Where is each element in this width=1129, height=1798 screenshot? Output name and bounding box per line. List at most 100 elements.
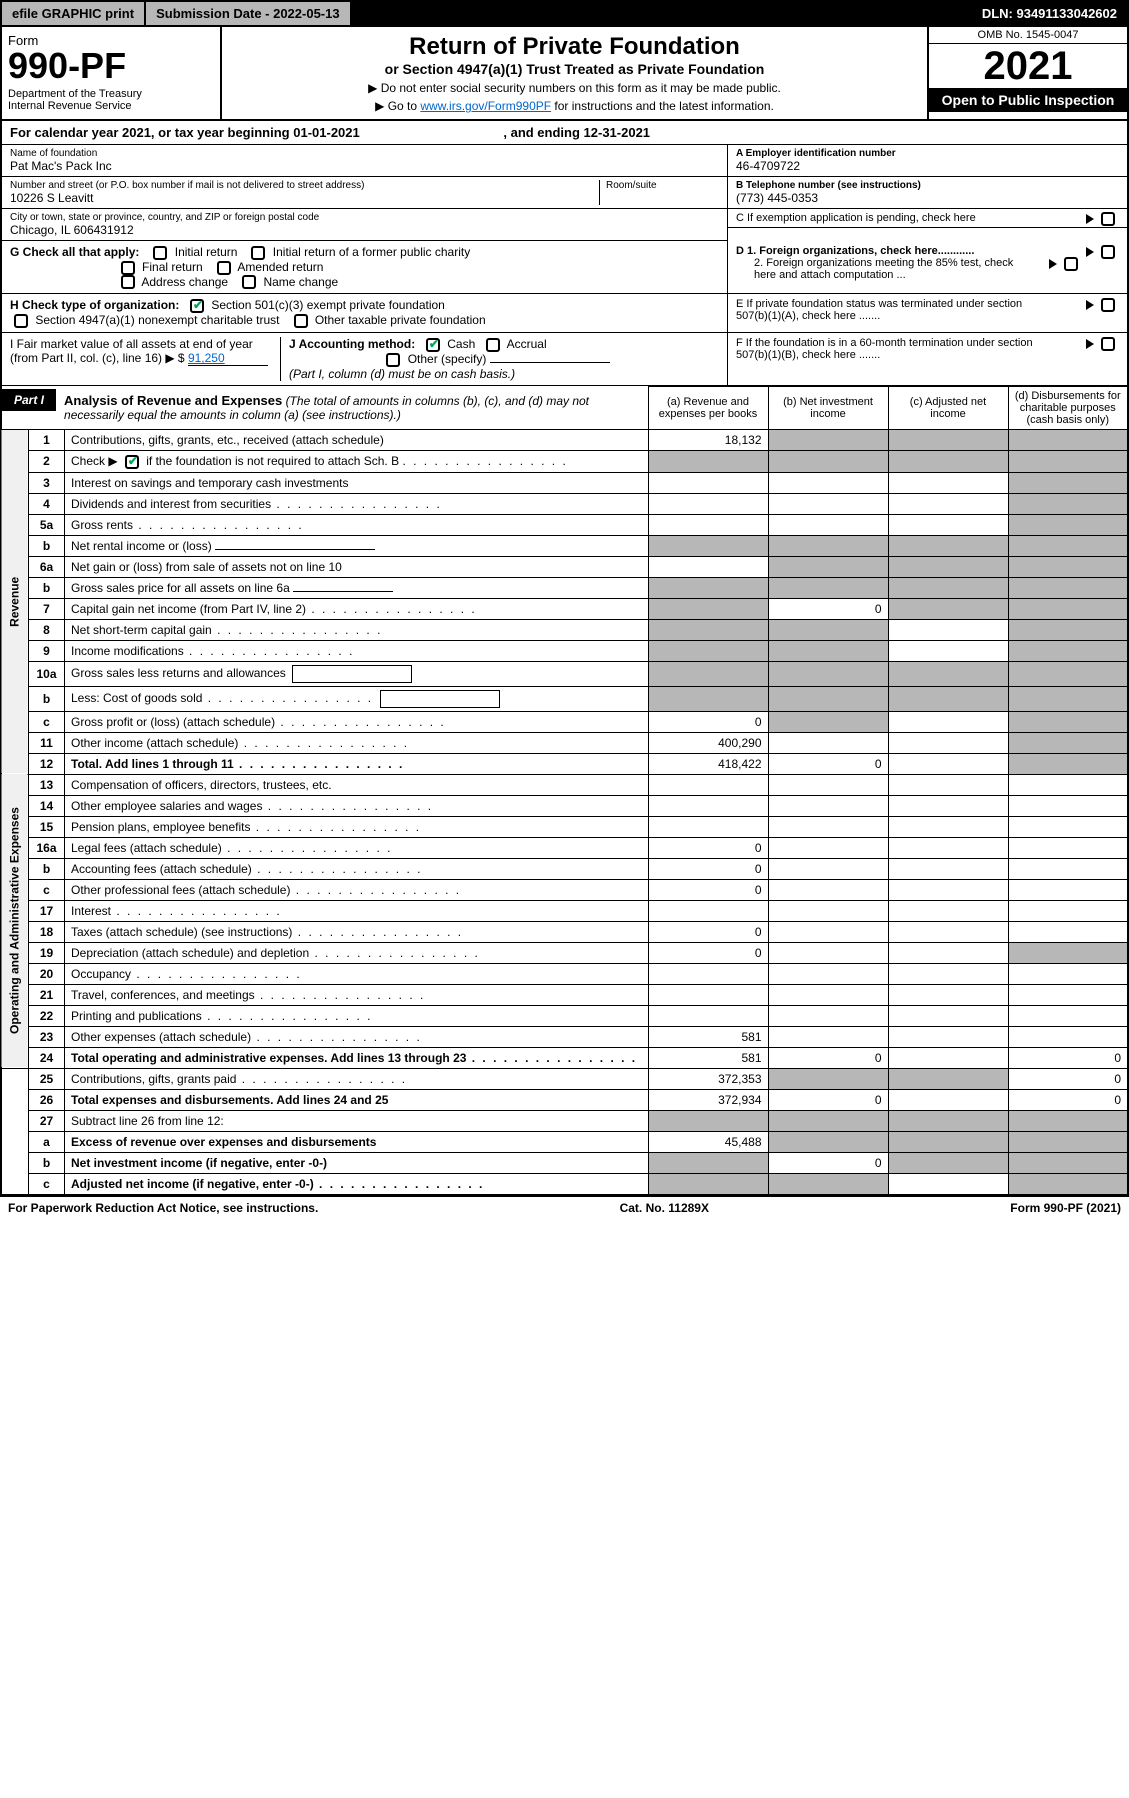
amt-c <box>888 493 1008 514</box>
e-checkbox[interactable] <box>1101 298 1115 312</box>
line-no: 27 <box>29 1110 65 1131</box>
line-no: 8 <box>29 619 65 640</box>
line-no: c <box>29 711 65 732</box>
line-desc: Gross sales less returns and allowances <box>65 661 649 686</box>
amt-b <box>768 556 888 577</box>
form-header: Form 990-PF Department of the Treasury I… <box>0 27 1129 121</box>
d1-checkbox[interactable] <box>1101 245 1115 259</box>
addr-cell: Number and street (or P.O. box number if… <box>2 177 727 209</box>
g-amended-checkbox[interactable] <box>217 261 231 275</box>
amt-b <box>768 535 888 556</box>
line-desc: Adjusted net income (if negative, enter … <box>65 1173 649 1195</box>
h-row: H Check type of organization: Section 50… <box>2 294 727 333</box>
table-row: 24Total operating and administrative exp… <box>1 1047 1128 1068</box>
foundation-addr: 10226 S Leavitt <box>10 191 599 205</box>
form-number: 990-PF <box>8 48 214 84</box>
i-value[interactable]: 91,250 <box>188 351 268 366</box>
amt-d <box>1008 879 1128 900</box>
amt-d <box>1008 686 1128 711</box>
j-note: (Part I, column (d) must be on cash basi… <box>289 367 515 381</box>
amt-a: 45,488 <box>648 1131 768 1152</box>
d1-label: D 1. Foreign organizations, check here..… <box>736 245 974 257</box>
col-d-header: (d) Disbursements for charitable purpose… <box>1008 386 1128 429</box>
line-desc: Net gain or (loss) from sale of assets n… <box>65 556 649 577</box>
amt-c <box>888 598 1008 619</box>
amt-a: 0 <box>648 942 768 963</box>
page-footer: For Paperwork Reduction Act Notice, see … <box>0 1196 1129 1219</box>
line-no: 13 <box>29 774 65 795</box>
l6b-text: Gross sales price for all assets on line… <box>71 581 290 595</box>
header-mid: Return of Private Foundation or Section … <box>222 27 927 119</box>
line-desc: Subtract line 26 from line 12: <box>65 1110 649 1131</box>
table-row: 26Total expenses and disbursements. Add … <box>1 1089 1128 1110</box>
f-checkbox[interactable] <box>1101 337 1115 351</box>
amt-c <box>888 900 1008 921</box>
line-desc: Total. Add lines 1 through 11 <box>65 753 649 774</box>
line-no: 15 <box>29 816 65 837</box>
d2-checkbox[interactable] <box>1064 257 1078 271</box>
city-label: City or town, state or province, country… <box>10 212 719 223</box>
submission-date: Submission Date - 2022-05-13 <box>146 2 350 25</box>
l10b-box <box>380 690 500 708</box>
amt-b <box>768 879 888 900</box>
omb-number: OMB No. 1545-0047 <box>929 27 1127 44</box>
line-desc: Other professional fees (attach schedule… <box>65 879 649 900</box>
line-no: 17 <box>29 900 65 921</box>
amt-a: 372,934 <box>648 1089 768 1110</box>
amt-c <box>888 1152 1008 1173</box>
j-label: J Accounting method: <box>289 337 415 351</box>
l10b-text: Less: Cost of goods sold <box>71 691 373 705</box>
line-no: 10a <box>29 661 65 686</box>
table-row: 16aLegal fees (attach schedule)0 <box>1 837 1128 858</box>
j-cash-checkbox[interactable] <box>426 338 440 352</box>
line-desc: Dividends and interest from securities <box>65 493 649 514</box>
line-desc: Contributions, gifts, grants paid <box>65 1068 649 1089</box>
h-other-checkbox[interactable] <box>294 314 308 328</box>
amt-b: 0 <box>768 1152 888 1173</box>
amt-d <box>1008 493 1128 514</box>
g-name-checkbox[interactable] <box>242 275 256 289</box>
amt-d <box>1008 837 1128 858</box>
amt-c <box>888 942 1008 963</box>
amt-d <box>1008 661 1128 686</box>
ein-cell: A Employer identification number 46-4709… <box>728 145 1127 177</box>
line-no: b <box>29 1152 65 1173</box>
amt-a: 400,290 <box>648 732 768 753</box>
h-501c3-checkbox[interactable] <box>190 299 204 313</box>
efile-print-button[interactable]: efile GRAPHIC print <box>2 2 146 25</box>
line-desc: Contributions, gifts, grants, etc., rece… <box>65 429 649 450</box>
line-desc: Net investment income (if negative, ente… <box>65 1152 649 1173</box>
g-final-checkbox[interactable] <box>121 261 135 275</box>
amt-c <box>888 858 1008 879</box>
amt-a <box>648 795 768 816</box>
j-accrual-checkbox[interactable] <box>486 338 500 352</box>
amt-c <box>888 711 1008 732</box>
amt-a <box>648 1110 768 1131</box>
amt-a <box>648 493 768 514</box>
l2-checkbox[interactable] <box>125 455 139 469</box>
table-row: 22Printing and publications <box>1 1005 1128 1026</box>
amt-c <box>888 879 1008 900</box>
amt-d <box>1008 732 1128 753</box>
h-4947-checkbox[interactable] <box>14 314 28 328</box>
check-area: G Check all that apply: Initial return I… <box>0 241 1129 386</box>
g-address-checkbox[interactable] <box>121 275 135 289</box>
line-no: 18 <box>29 921 65 942</box>
g-initial-checkbox[interactable] <box>153 246 167 260</box>
line-desc: Less: Cost of goods sold <box>65 686 649 711</box>
line-desc: Gross rents <box>65 514 649 535</box>
g-initial-former-checkbox[interactable] <box>251 246 265 260</box>
line-no: 26 <box>29 1089 65 1110</box>
amt-a <box>648 1152 768 1173</box>
c-checkbox[interactable] <box>1101 212 1115 226</box>
info-block: Name of foundation Pat Mac's Pack Inc Nu… <box>0 145 1129 241</box>
line-no: 19 <box>29 942 65 963</box>
l2-post: if the foundation is not required to att… <box>146 454 399 468</box>
line-no: b <box>29 535 65 556</box>
amt-a: 0 <box>648 858 768 879</box>
amt-a: 0 <box>648 711 768 732</box>
j-other-checkbox[interactable] <box>386 353 400 367</box>
irs-link[interactable]: www.irs.gov/Form990PF <box>420 99 551 113</box>
amt-c <box>888 774 1008 795</box>
g-row: G Check all that apply: Initial return I… <box>2 241 727 294</box>
